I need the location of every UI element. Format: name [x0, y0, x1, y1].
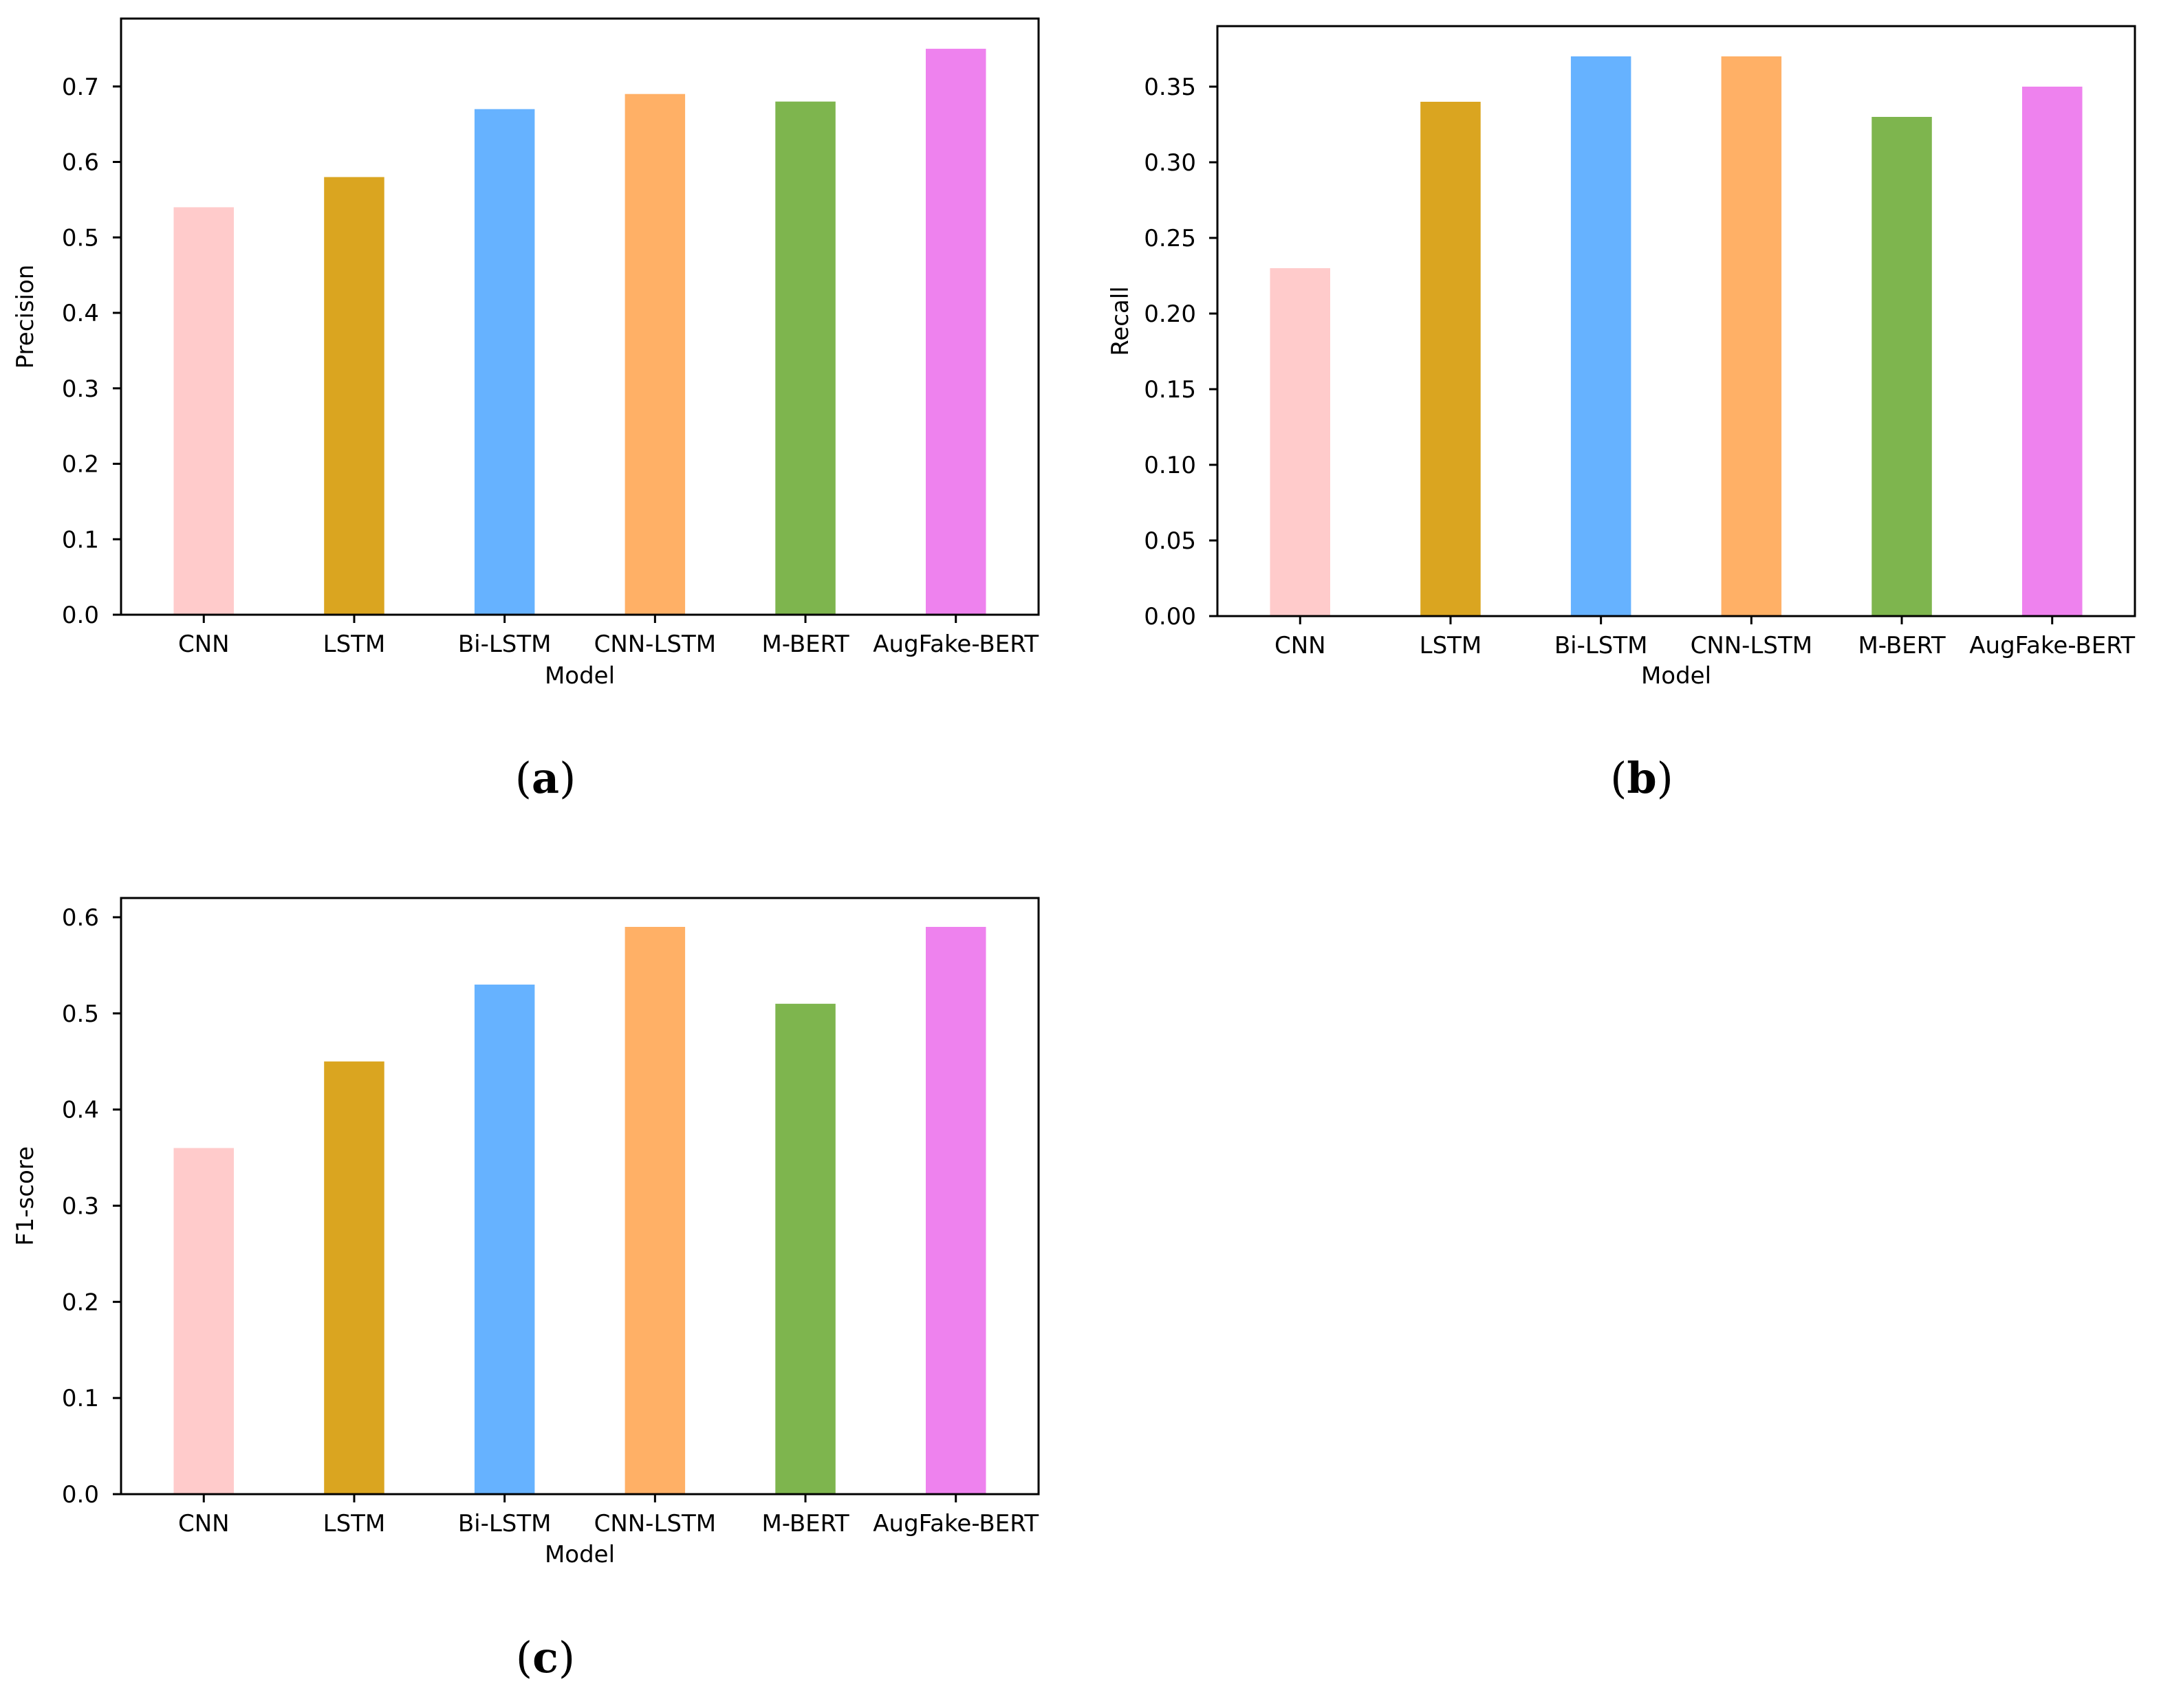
- x-tick-label: AugFake-BERT: [873, 631, 1039, 658]
- bar-lstm: [324, 177, 384, 615]
- x-tick-label: LSTM: [1420, 632, 1482, 659]
- x-tick-label: CNN: [1274, 632, 1326, 659]
- y-tick-label: 0.00: [1144, 603, 1196, 631]
- y-tick-label: 0.20: [1144, 300, 1196, 328]
- plot-frame: [1216, 25, 2136, 617]
- y-tick-label: 0.6: [62, 149, 99, 177]
- bar-lstm: [1420, 102, 1481, 616]
- x-tick-label: M-BERT: [761, 1510, 849, 1537]
- y-tick-label: 0.3: [62, 375, 99, 403]
- y-tick-label: 0.15: [1144, 376, 1196, 404]
- bar-augfake-bert: [2022, 87, 2083, 616]
- bar-cnn: [173, 1148, 234, 1494]
- x-tick-label: CNN: [178, 1510, 230, 1537]
- x-tick-label: M-BERT: [761, 631, 849, 658]
- bar-bi-lstm: [1570, 56, 1631, 616]
- y-tick-label: 0.35: [1144, 74, 1196, 101]
- y-tick-label: 0.05: [1144, 527, 1196, 555]
- y-tick-label: 0.25: [1144, 225, 1196, 252]
- y-tick-label: 0.2: [62, 451, 99, 479]
- x-axis-title: Model: [545, 662, 615, 690]
- y-tick-label: 0.3: [62, 1192, 99, 1220]
- plot-frame: [120, 897, 1040, 1496]
- bar-m-bert: [775, 101, 836, 615]
- x-tick-label: CNN-LSTM: [594, 1510, 717, 1537]
- chart-panel-c: 0.0 0.1 0.2 0.3 0.4 0.5 0.6 CNN LSTM Bi-LSTM CNN-L…: [12, 897, 1040, 1683]
- bar-augfake-bert: [926, 927, 986, 1494]
- x-tick-label: M-BERT: [1858, 632, 1945, 659]
- y-tick-label: 0.5: [62, 224, 99, 252]
- bar-cnn-lstm: [625, 94, 686, 615]
- x-tick-label: Bi-LSTM: [1554, 632, 1648, 659]
- bar-bi-lstm: [474, 109, 535, 615]
- y-tick-label: 0.4: [62, 300, 99, 327]
- y-axis-title: Recall: [1107, 286, 1134, 355]
- x-axis-title: Model: [1641, 662, 1711, 690]
- bar-cnn: [1270, 268, 1330, 616]
- x-tick-label: Bi-LSTM: [458, 1510, 552, 1537]
- bar-lstm: [324, 1061, 384, 1494]
- y-tick-label: 0.5: [62, 1000, 99, 1028]
- panel-label: (a): [515, 753, 576, 803]
- x-tick-label: CNN: [178, 631, 230, 658]
- bar-bi-lstm: [474, 984, 535, 1494]
- y-tick-label: 0.6: [62, 904, 99, 932]
- x-tick-label: Bi-LSTM: [458, 631, 552, 658]
- bar-m-bert: [1871, 117, 1932, 616]
- y-tick-label: 0.1: [62, 526, 99, 554]
- x-tick-label: AugFake-BERT: [873, 1510, 1039, 1537]
- x-axis-title: Model: [545, 1541, 615, 1568]
- y-tick-label: 0.30: [1144, 149, 1196, 177]
- y-axis-title: Precision: [12, 265, 39, 369]
- y-tick-label: 0.4: [62, 1097, 99, 1124]
- bar-augfake-bert: [926, 48, 986, 615]
- chart-panel-a: 0.0 0.1 0.2 0.3 0.4 0.5 0.6 0.7 CNN LSTM Bi-LSTM CN…: [12, 17, 1040, 803]
- y-axis-title: F1-score: [12, 1146, 39, 1246]
- plot-frame: [120, 17, 1040, 616]
- y-tick-label: 0.7: [62, 74, 99, 101]
- bar-cnn-lstm: [1721, 56, 1782, 616]
- y-tick-label: 0.2: [62, 1289, 99, 1316]
- x-tick-label: LSTM: [323, 631, 386, 658]
- y-tick-label: 0.0: [62, 1481, 99, 1509]
- y-tick-label: 0.0: [62, 602, 99, 629]
- x-tick-label: CNN-LSTM: [1691, 632, 1813, 659]
- x-tick-label: AugFake-BERT: [1969, 632, 2135, 659]
- panel-label: (c): [516, 1632, 575, 1683]
- y-tick-label: 0.10: [1144, 452, 1196, 479]
- panel-label: (b): [1610, 753, 1673, 803]
- chart-panel-b: 0.00 0.05 0.10 0.15 0.20 0.25 0.30 0.35 CNN LSTM B…: [1107, 25, 2136, 803]
- y-tick-label: 0.1: [62, 1385, 99, 1412]
- bar-m-bert: [775, 1003, 836, 1494]
- x-tick-label: LSTM: [323, 1510, 386, 1537]
- bar-cnn-lstm: [625, 927, 686, 1494]
- bar-cnn: [173, 207, 234, 615]
- x-tick-label: CNN-LSTM: [594, 631, 717, 658]
